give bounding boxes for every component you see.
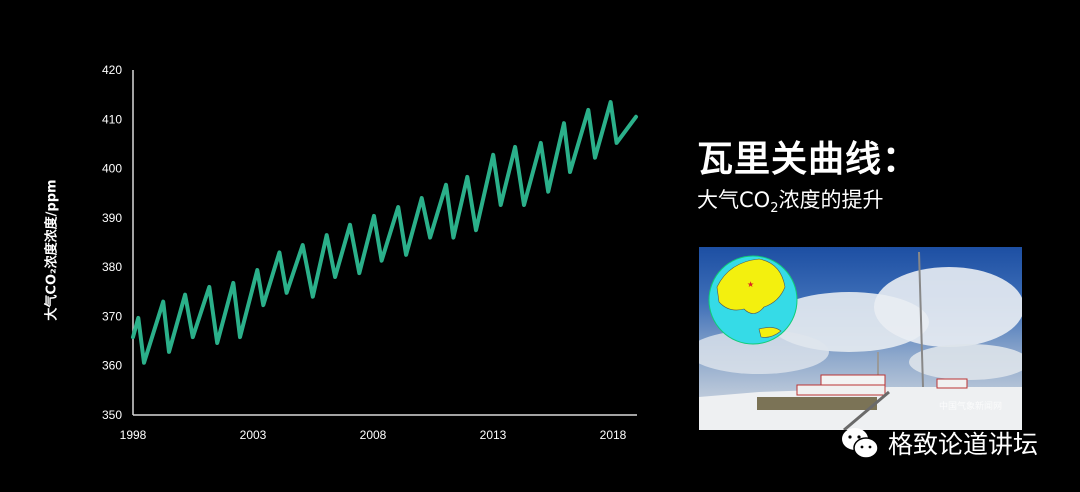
y-tick-label: 370 <box>102 309 122 323</box>
x-tick-label: 2008 <box>360 428 387 442</box>
y-tick-label: 380 <box>102 260 122 274</box>
wechat-account-name: 格致论道讲坛 <box>888 430 1039 459</box>
wechat-icon <box>842 428 879 459</box>
subtitle-post: 浓度的提升 <box>778 188 884 212</box>
slide-subtitle: 大气CO2浓度的提升 <box>697 184 883 216</box>
slide-title: 瓦里关曲线： <box>697 139 920 180</box>
x-tick-label: 2013 <box>480 428 507 442</box>
y-tick-label: 350 <box>102 408 122 422</box>
y-tick-label: 390 <box>102 211 122 225</box>
y-tick-label: 410 <box>102 112 122 126</box>
waliguan-station-photo: ★ 中国气象新闻网 <box>699 247 1022 430</box>
svg-text:★: ★ <box>747 280 754 289</box>
co2-series-line <box>131 100 638 365</box>
x-tick-label: 2003 <box>240 428 267 442</box>
x-tick-label: 2018 <box>600 428 627 442</box>
photo-watermark: 中国气象新闻网 <box>939 402 1003 412</box>
globe-map-icon: ★ <box>708 255 798 345</box>
y-axis-label: 大气CO₂浓度浓度/ppm <box>44 179 60 321</box>
x-tick-label: 1998 <box>120 428 147 442</box>
y-tick-label: 420 <box>102 63 122 77</box>
y-tick-label: 400 <box>102 162 122 176</box>
subtitle-pre: 大气CO <box>697 188 771 212</box>
subtitle-sub: 2 <box>770 201 779 217</box>
y-tick-label: 360 <box>102 359 122 373</box>
wechat-account: 格致论道讲坛 <box>840 425 1038 461</box>
co2-chart: 350 360 370 380 390 400 410 420 1998 2003 2008 201… <box>102 63 638 442</box>
